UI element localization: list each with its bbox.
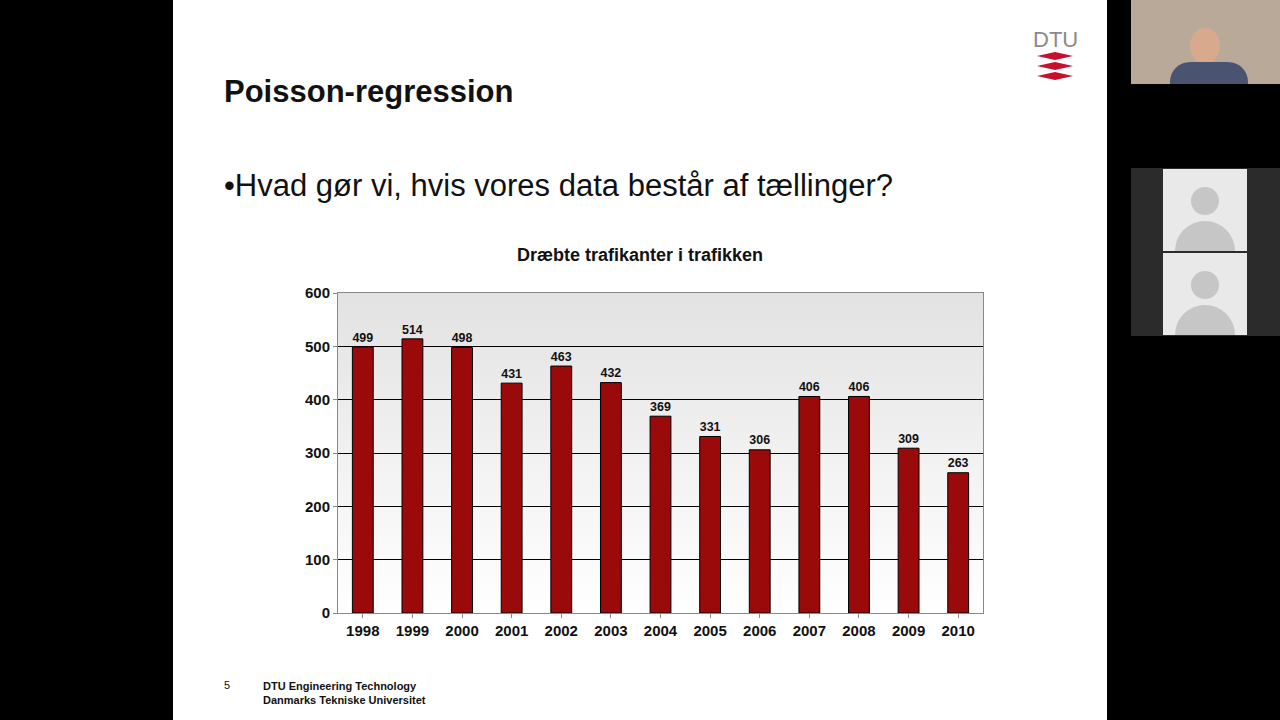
svg-text:0: 0 [322, 604, 330, 621]
svg-text:2000: 2000 [445, 622, 478, 639]
svg-text:400: 400 [305, 391, 330, 408]
svg-text:2007: 2007 [793, 622, 826, 639]
svg-text:2008: 2008 [842, 622, 875, 639]
html-text:DTU: DTU [1033, 27, 1079, 52]
svg-text:1999: 1999 [396, 622, 429, 639]
svg-text:1998: 1998 [346, 622, 379, 639]
svg-text:431: 431 [501, 367, 522, 381]
svg-text:300: 300 [305, 444, 330, 461]
svg-text:2006: 2006 [743, 622, 776, 639]
svg-text:514: 514 [402, 323, 423, 337]
svg-text:Dræbte trafikanter i trafikken: Dræbte trafikanter i trafikken [517, 245, 763, 265]
html-text:Danmarks Tekniske Universitet: Danmarks Tekniske Universitet [263, 694, 426, 706]
html-text:Poisson-regression: Poisson-regression [224, 74, 514, 109]
svg-text:499: 499 [352, 331, 373, 345]
svg-text:2004: 2004 [644, 622, 678, 639]
svg-text:2001: 2001 [495, 622, 528, 639]
svg-text:2010: 2010 [942, 622, 975, 639]
svg-text:2003: 2003 [594, 622, 627, 639]
svg-text:432: 432 [600, 366, 621, 380]
svg-text:406: 406 [799, 380, 820, 394]
svg-text:498: 498 [452, 331, 473, 345]
svg-text:369: 369 [650, 400, 671, 414]
svg-text:200: 200 [305, 498, 330, 515]
svg-text:600: 600 [305, 284, 330, 301]
html-text:5: 5 [224, 679, 231, 691]
svg-text:263: 263 [948, 456, 969, 470]
svg-text:2005: 2005 [693, 622, 726, 639]
svg-text:331: 331 [700, 420, 721, 434]
svg-text:500: 500 [305, 338, 330, 355]
html-text:DTU Engineering Technology: DTU Engineering Technology [263, 680, 417, 692]
svg-text:406: 406 [849, 380, 870, 394]
svg-text:100: 100 [305, 551, 330, 568]
svg-text:2002: 2002 [545, 622, 578, 639]
html-text:Hvad gør vi, hvis vores data b: Hvad gør vi, hvis vores data består af t… [234, 168, 893, 203]
svg-text:309: 309 [898, 432, 919, 446]
svg-text:306: 306 [749, 433, 770, 447]
svg-text:463: 463 [551, 350, 572, 364]
svg-text:2009: 2009 [892, 622, 925, 639]
